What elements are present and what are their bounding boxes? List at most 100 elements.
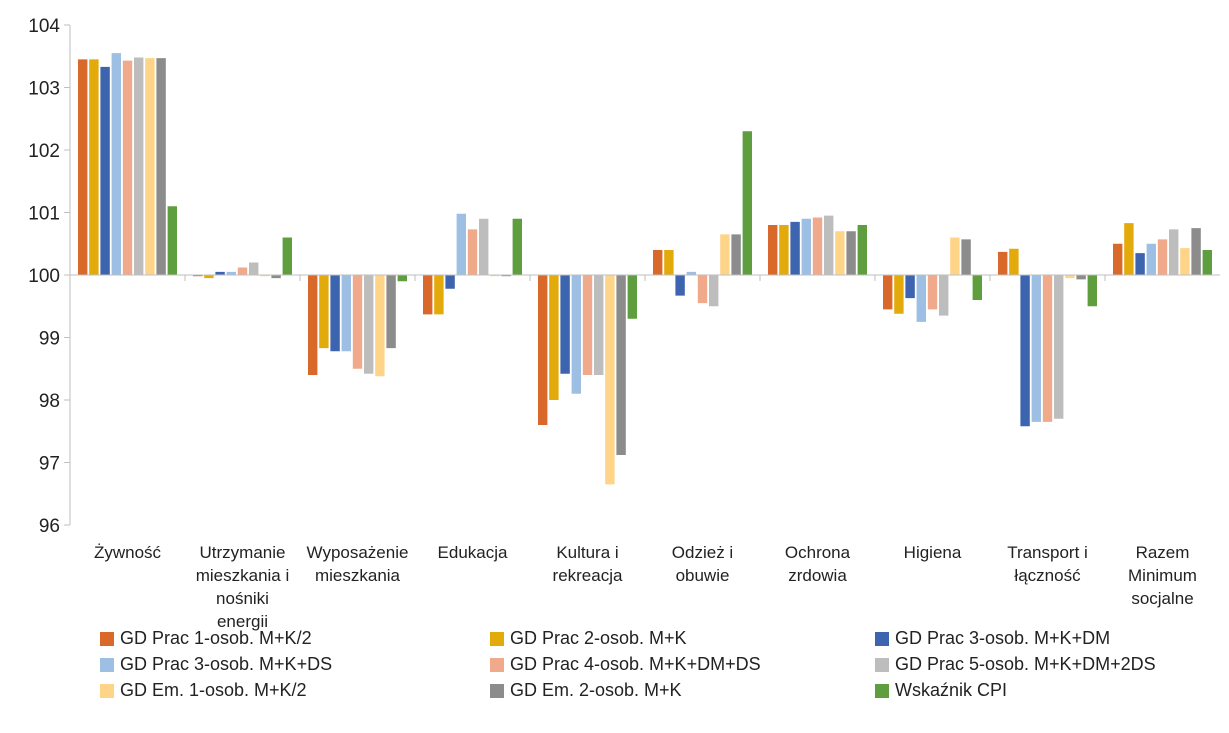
bar — [1135, 253, 1145, 275]
bar — [271, 275, 281, 279]
bar — [89, 59, 99, 275]
bar — [720, 234, 730, 275]
bar — [1113, 243, 1123, 275]
bar — [215, 271, 225, 275]
bar — [768, 225, 778, 275]
x-category-label: Wyposażenie mieszkania — [307, 543, 409, 585]
bar — [308, 275, 318, 375]
bar — [916, 275, 926, 322]
legend-item: GD Prac 1-osob. M+K/2 — [100, 628, 312, 649]
bar — [1042, 275, 1053, 422]
bar — [100, 66, 110, 275]
bar — [193, 275, 203, 277]
x-category-label: Higiena — [904, 543, 962, 562]
bar — [111, 53, 121, 275]
x-category-label: Odzież i obuwie — [672, 543, 733, 585]
bar — [894, 275, 904, 314]
bar — [1076, 275, 1086, 280]
x-category-label-line: Wyposażenie — [307, 543, 409, 562]
bar — [364, 275, 374, 374]
bar — [1054, 275, 1064, 419]
x-category-label-line: mieszkania i — [196, 566, 290, 585]
bar — [1180, 248, 1190, 275]
bar — [512, 218, 522, 275]
x-category-label: Transport i łączność — [1007, 543, 1088, 585]
legend-item: GD Prac 4-osob. M+K+DM+DS — [490, 654, 761, 675]
bar — [501, 275, 511, 277]
bar — [78, 59, 88, 275]
bar — [249, 262, 259, 275]
x-category-label-line: energii — [217, 612, 268, 631]
legend-swatch — [490, 631, 504, 646]
bar — [1157, 239, 1168, 275]
legend-item: GD Em. 2-osob. M+K — [490, 680, 682, 701]
legend-swatch — [100, 631, 114, 646]
bar — [237, 267, 248, 275]
legend-item: GD Em. 1-osob. M+K/2 — [100, 680, 307, 701]
x-category-label-line: Utrzymanie — [200, 543, 286, 562]
bar — [779, 225, 789, 275]
bar — [742, 131, 752, 275]
y-tick-label: 104 — [28, 16, 60, 37]
legend-swatch — [100, 683, 114, 698]
x-category-label: Żywność — [94, 543, 162, 562]
y-tick-label: 103 — [28, 79, 60, 100]
legend-label: GD Prac 5-osob. M+K+DM+2DS — [895, 654, 1156, 674]
x-category-label: Razem Minimum socjalne — [1128, 543, 1197, 608]
bar — [145, 58, 155, 275]
legend-label: GD Prac 4-osob. M+K+DM+DS — [510, 654, 761, 674]
bar — [1191, 228, 1201, 275]
x-category-label-line: Kultura i — [556, 543, 618, 562]
legend-label: GD Prac 3-osob. M+K+DM — [895, 628, 1111, 648]
y-tick-label: 97 — [39, 454, 60, 475]
bar — [397, 275, 407, 282]
legend-label: Wskaźnik CPI — [895, 680, 1008, 700]
bar — [846, 231, 856, 275]
bar — [282, 237, 292, 275]
bar — [167, 206, 177, 275]
bar — [582, 275, 593, 375]
bar — [375, 275, 385, 377]
legend-label: GD Em. 2-osob. M+K — [510, 680, 682, 700]
legend-swatch — [100, 657, 114, 672]
x-category-label-line: socjalne — [1131, 589, 1193, 608]
bar — [122, 60, 133, 275]
bar — [664, 250, 674, 275]
bar — [961, 239, 971, 275]
x-category-label-line: Razem — [1136, 543, 1190, 562]
x-category-label-line: Ochrona — [785, 543, 851, 562]
y-tick-label: 98 — [39, 391, 60, 412]
y-tick-label: 101 — [28, 204, 60, 225]
bar — [1124, 223, 1134, 275]
x-category-label-line: Żywność — [94, 543, 162, 562]
bar — [1169, 229, 1179, 275]
bar — [998, 251, 1008, 275]
bar — [1031, 275, 1041, 422]
bar — [1202, 250, 1212, 275]
y-tick-label: 102 — [28, 141, 60, 162]
x-category-label-line: Higiena — [904, 543, 962, 562]
bar — [204, 275, 214, 279]
x-category-label-line: rekreacja — [553, 566, 623, 585]
bar — [1009, 248, 1019, 275]
bar — [939, 275, 949, 316]
bar — [549, 275, 559, 400]
bar — [857, 225, 867, 275]
bar — [352, 275, 363, 369]
legend-swatch — [490, 683, 504, 698]
bar — [538, 275, 548, 425]
bar — [156, 58, 166, 275]
legend-swatch — [875, 631, 889, 646]
bar — [883, 275, 893, 310]
bar — [927, 275, 938, 310]
bar — [1087, 275, 1097, 307]
x-category-label-line: obuwie — [676, 566, 730, 585]
x-category-label: Kultura i rekreacja — [553, 543, 623, 585]
bar — [675, 275, 685, 296]
legend-item: GD Prac 3-osob. M+K+DM — [875, 628, 1110, 649]
bar — [801, 218, 811, 275]
x-category-label: Edukacja — [438, 543, 508, 562]
x-category-label-line: zrdowia — [788, 566, 847, 585]
bar — [972, 275, 982, 300]
